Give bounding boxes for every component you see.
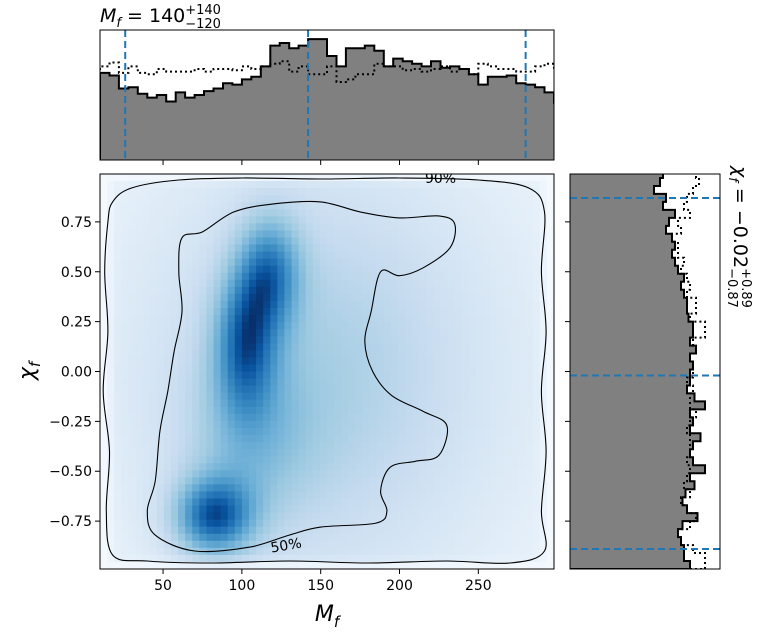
y-axis-label: χf [15, 359, 44, 381]
contour-label: 50% [269, 535, 302, 556]
marginal-x-step-dotted [100, 60, 554, 160]
marginal-y-histogram [565, 173, 721, 570]
y-tick-label: 0.25 [61, 315, 92, 331]
x-tick-label: 150 [307, 578, 334, 594]
marginal-y-step-solid [570, 174, 706, 569]
y-tick-label: −0.50 [49, 464, 92, 480]
marginal-x-step-solid [100, 38, 554, 160]
x-tick-label: 250 [465, 578, 492, 594]
y-tick-label: −0.25 [49, 414, 92, 430]
marginal-y-fill [570, 174, 705, 569]
marginal-y-step-dotted [570, 174, 706, 569]
marginal-x-frame [99, 29, 555, 161]
contour-inner [146, 200, 457, 553]
contour-label: 90% [425, 171, 456, 187]
marginal-y-title: χf = −0.02+0.89−0.87 [724, 165, 753, 308]
marginal-x-title: Mf = 140+140 −120 [100, 3, 221, 32]
y-tick-label: 0.75 [61, 215, 92, 231]
marginal-x-histogram [99, 29, 555, 165]
joint-density-panel: 90% 50% 50 100 150 200 250 0.75 0.50 0.25 0.00 −0.… [49, 171, 555, 594]
y-tick-label: 0.00 [61, 365, 92, 381]
x-tick-label: 200 [386, 578, 413, 594]
y-tick-label: 0.50 [61, 265, 92, 281]
y-tick-label: −0.75 [49, 514, 92, 530]
x-axis-label: Mf [315, 602, 342, 631]
x-tick-label: 100 [229, 578, 256, 594]
x-tick-label: 50 [154, 578, 172, 594]
contour-outer [102, 177, 547, 564]
density-heatmap [100, 174, 554, 569]
